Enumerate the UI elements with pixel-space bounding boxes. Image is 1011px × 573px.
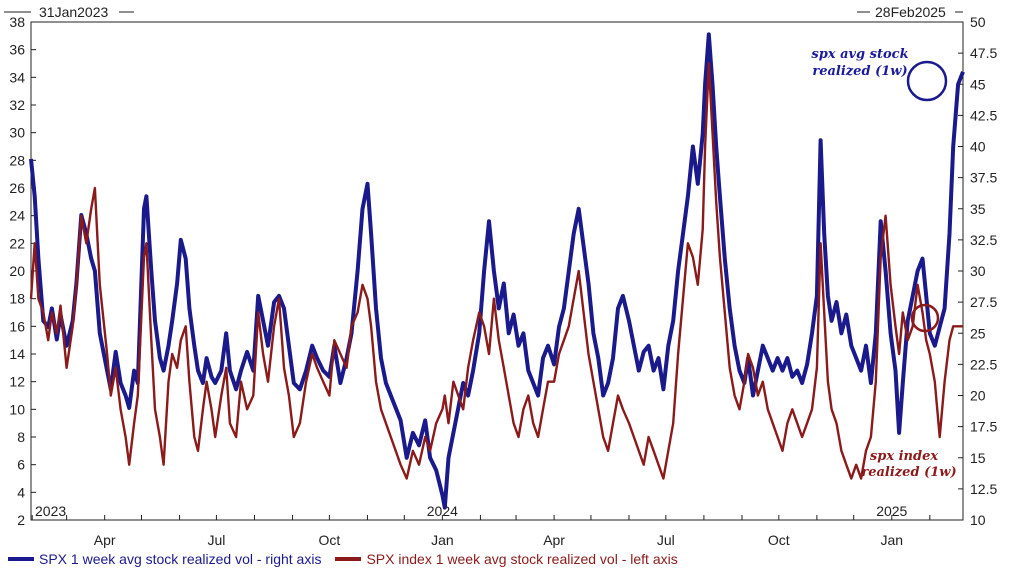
chart-header: 31Jan2023 28Feb2025 [4,4,963,20]
header-start-date: 31Jan2023 [39,4,109,20]
x-axis-month-label: Apr [94,532,116,548]
right-axis-tick-label: 12.5 [970,481,997,497]
x-axis-month-label: Jan [880,532,903,548]
left-axis-tick-label: 8 [17,429,25,445]
avg-stock-annotation-line1: spx avg stock [811,47,908,62]
left-axis-tick-label: 10 [9,401,25,417]
legend: SPX 1 week avg stock realized vol - righ… [8,548,692,570]
right-axis-tick-label: 25 [970,325,986,341]
legend-swatch-index [335,557,362,561]
x-axis-year-label: 2025 [876,503,907,519]
right-axis: 10 12.5 15 17.5 20 22.5 25 27.5 30 32.5 35 37.5 40 42… [958,14,997,528]
legend-swatch-avg-stock [8,557,34,561]
x-axis-month-label: Apr [543,532,565,548]
x-axis-month-label: Oct [318,532,340,548]
left-axis-tick-label: 28 [9,152,25,168]
left-axis-tick-label: 24 [9,208,25,224]
x-axis: Apr Jul Oct Jan Apr Jul Oct Jan 2023 2024 2025 [31,503,931,548]
right-axis-tick-label: 15 [970,450,986,466]
x-axis-year-label: 2024 [427,503,458,519]
right-axis-tick-label: 17.5 [970,419,997,435]
right-axis-tick-label: 22.5 [970,356,997,372]
series-lines [29,32,965,510]
right-axis-tick-label: 35 [970,201,986,217]
left-axis-tick-label: 20 [9,263,25,279]
annotations: spx avg stock realized (1w) spx index re… [811,47,956,480]
left-axis-tick-label: 38 [9,14,25,30]
left-axis-tick-label: 2 [17,512,25,528]
left-axis-tick-label: 14 [9,346,25,362]
index-annotation-line1: spx index [870,449,938,464]
left-axis-tick-label: 36 [9,42,25,58]
left-axis-tick-label: 6 [17,457,25,473]
right-axis-tick-label: 27.5 [970,294,997,310]
left-axis-tick-label: 22 [9,235,25,251]
right-axis-tick-label: 42.5 [970,107,997,123]
left-axis-tick-label: 4 [17,484,25,500]
avg-stock-vol-line [29,32,965,510]
legend-label-index: SPX index 1 week avg stock realized vol … [366,551,678,567]
left-axis-tick-label: 32 [9,97,25,113]
legend-label-avg-stock: SPX 1 week avg stock realized vol - righ… [39,551,322,567]
x-axis-month-label: Jul [657,532,675,548]
left-axis-tick-label: 16 [9,318,25,334]
index-vol-line [29,62,963,480]
avg-stock-highlight-circle [906,60,948,102]
legend-item-index: SPX index 1 week avg stock realized vol … [335,551,678,567]
header-end-date: 28Feb2025 [875,4,946,20]
x-axis-month-label: Jul [207,532,225,548]
left-axis-tick-label: 12 [9,374,25,390]
right-axis-tick-label: 47.5 [970,45,997,61]
index-annotation-line2: realized (1w) [861,465,956,480]
legend-item-avg-stock: SPX 1 week avg stock realized vol - righ… [8,551,321,567]
right-axis-tick-label: 32.5 [970,232,997,248]
right-axis-tick-label: 40 [970,139,986,155]
x-axis-month-label: Oct [768,532,790,548]
x-axis-month-label: Jan [431,532,454,548]
left-axis-tick-label: 26 [9,180,25,196]
right-axis-tick-label: 50 [970,14,986,30]
right-axis-tick-label: 30 [970,263,986,279]
right-axis-tick-label: 37.5 [970,170,997,186]
right-axis-tick-label: 45 [970,76,986,92]
x-axis-year-label: 2023 [35,503,66,519]
right-axis-tick-label: 20 [970,388,986,404]
index-highlight-circle [910,303,940,333]
left-axis-tick-label: 34 [9,69,25,85]
avg-stock-annotation-line2: realized (1w) [812,64,907,79]
left-axis-tick-label: 30 [9,125,25,141]
right-axis-tick-label: 10 [970,512,986,528]
left-axis-tick-label: 18 [9,291,25,307]
